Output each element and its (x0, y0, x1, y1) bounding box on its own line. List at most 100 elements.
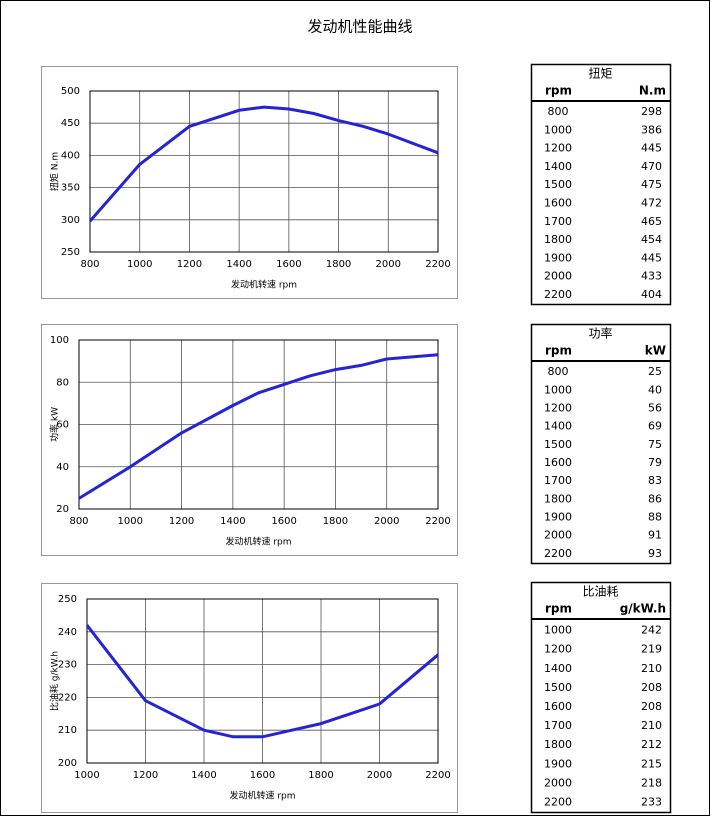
y-tick-label: 350 (61, 183, 80, 194)
y-tick-label: 60 (56, 420, 69, 431)
table-cell: 1700 (544, 719, 572, 732)
table-header: kW (645, 344, 666, 358)
x-tick-label: 1400 (191, 770, 216, 781)
y-tick-label: 250 (61, 247, 80, 258)
table-cell: 210 (641, 719, 662, 732)
table-cell: 25 (648, 365, 662, 378)
x-axis-label: 发动机转速 rpm (231, 279, 297, 291)
table-cell: 218 (641, 776, 662, 789)
table-title: 功率 (588, 326, 612, 341)
table-cell: 2000 (544, 529, 572, 542)
table-frame (530, 581, 672, 814)
table-cell: 56 (648, 401, 662, 414)
table-cell: 470 (641, 160, 662, 173)
table-cell: 2000 (544, 776, 572, 789)
table-cell: 1900 (544, 757, 572, 770)
x-tick-label: 2200 (425, 516, 450, 527)
x-tick-label: 1400 (220, 516, 245, 527)
table-cell: 1200 (544, 643, 572, 656)
table-cell: 1700 (544, 215, 572, 228)
table-cell: 208 (641, 700, 662, 713)
table-cell: 1400 (544, 420, 572, 433)
table-cell: 242 (641, 624, 662, 637)
data-line (85, 624, 439, 739)
x-axis-label: 发动机转速 rpm (225, 536, 291, 548)
y-tick-label: 40 (56, 462, 69, 473)
table-cell: 1800 (544, 492, 572, 505)
data-line (88, 105, 439, 223)
table-cell: 219 (641, 643, 662, 656)
table-cell: 2000 (544, 270, 572, 283)
table-header: N.m (639, 84, 666, 98)
table-cell: 1000 (544, 383, 572, 396)
table-cell: 83 (648, 474, 662, 487)
y-tick-label: 250 (58, 594, 77, 605)
y-tick-label: 80 (56, 377, 69, 388)
x-tick-label: 1800 (326, 259, 351, 270)
x-tick-label: 2200 (425, 259, 450, 270)
table-cell: 1500 (544, 438, 572, 451)
table-cell: 208 (641, 681, 662, 694)
x-tick-label: 1800 (323, 516, 348, 527)
table-cell: 445 (641, 142, 662, 155)
x-tick-label: 1200 (133, 770, 158, 781)
x-tick-label: 2000 (376, 259, 401, 270)
x-tick-label: 1200 (169, 516, 194, 527)
x-tick-label: 1400 (226, 259, 251, 270)
y-tick-label: 500 (61, 86, 80, 97)
table-cell: 93 (648, 547, 662, 560)
table-cell: 1900 (544, 511, 572, 524)
table-cell: 475 (641, 178, 662, 191)
plot-border (78, 339, 439, 510)
table-cell: 404 (641, 288, 662, 301)
table-title: 扭矩 (588, 67, 612, 81)
x-tick-label: 2200 (425, 770, 450, 781)
table-cell: 1500 (544, 681, 572, 694)
table-cell: 91 (648, 529, 662, 542)
table-cell: 298 (641, 105, 662, 118)
y-tick-label: 100 (50, 335, 69, 346)
table-cell: 386 (641, 123, 662, 136)
table-cell: 69 (648, 420, 662, 433)
page-title: 发动机性能曲线 (307, 18, 412, 36)
table-cell: 472 (641, 197, 662, 210)
table-cell: 75 (648, 438, 662, 451)
y-axis-label: 比油耗 g/kW.h (49, 651, 61, 711)
table-cell: 1700 (544, 474, 572, 487)
y-tick-label: 200 (58, 758, 77, 769)
chart-frame (41, 324, 458, 556)
x-axis-label: 发动机转速 rpm (229, 790, 295, 802)
y-tick-label: 230 (58, 660, 77, 671)
table-header: rpm (545, 344, 572, 358)
table-cell: 1000 (544, 624, 572, 637)
table-cell: 1400 (544, 662, 572, 675)
table-frame (530, 63, 672, 306)
table-cell: 215 (641, 757, 662, 770)
table-cell: 800 (548, 105, 569, 118)
y-tick-label: 240 (58, 627, 77, 638)
x-tick-label: 1200 (177, 259, 202, 270)
table-cell: 79 (648, 456, 662, 469)
table-header: rpm (545, 84, 572, 98)
y-tick-label: 220 (58, 692, 77, 703)
table-cell: 445 (641, 251, 662, 264)
x-tick-label: 1000 (74, 770, 99, 781)
y-axis-label: 扭矩 N.m (49, 152, 61, 191)
table-cell: 40 (648, 383, 662, 396)
table-cell: 433 (641, 270, 662, 283)
table-cell: 210 (641, 662, 662, 675)
table-cell: 1200 (544, 401, 572, 414)
table-cell: 1800 (544, 233, 572, 246)
x-tick-label: 800 (69, 516, 88, 527)
table-cell: 86 (648, 492, 662, 505)
table-title: 比油耗 (582, 585, 618, 599)
table-cell: 454 (641, 233, 662, 246)
table-header: g/kW.h (620, 602, 666, 616)
table-cell: 2200 (544, 288, 572, 301)
table-header: rpm (545, 602, 572, 616)
table-cell: 800 (548, 365, 569, 378)
table-cell: 88 (648, 511, 662, 524)
y-tick-label: 210 (58, 725, 77, 736)
x-tick-label: 1600 (276, 259, 301, 270)
